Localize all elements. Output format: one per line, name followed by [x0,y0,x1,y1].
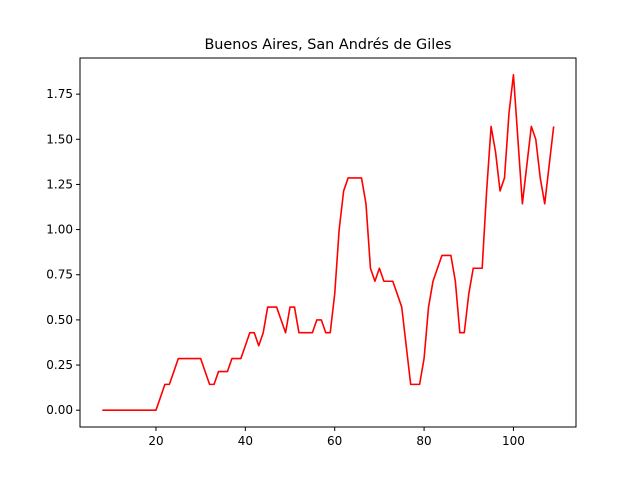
x-tick-label: 60 [327,434,342,448]
y-axis: 0.00 0.25 0.50 0.75 1.00 1.25 1.50 1.75 [46,87,80,417]
x-tick-label: 80 [416,434,431,448]
plot-area [102,74,555,412]
x-axis: 20 40 60 80 100 [148,427,525,448]
y-tick-label: 1.75 [46,87,73,101]
y-tick-label: 1.25 [46,177,73,191]
chart-title: Buenos Aires, San Andrés de Giles [204,37,451,53]
x-tick-label: 20 [148,434,163,448]
y-tick-label: 0.00 [46,403,73,417]
y-tick-label: 0.25 [46,358,73,372]
y-tick-label: 0.50 [46,313,73,327]
y-tick-label: 0.75 [46,268,73,282]
x-tick-label: 40 [238,434,253,448]
y-tick-label: 1.00 [46,223,73,237]
series-line [102,74,555,412]
x-tick-label: 100 [502,434,525,448]
y-tick-label: 1.50 [46,132,73,146]
axes-frame [79,57,577,428]
